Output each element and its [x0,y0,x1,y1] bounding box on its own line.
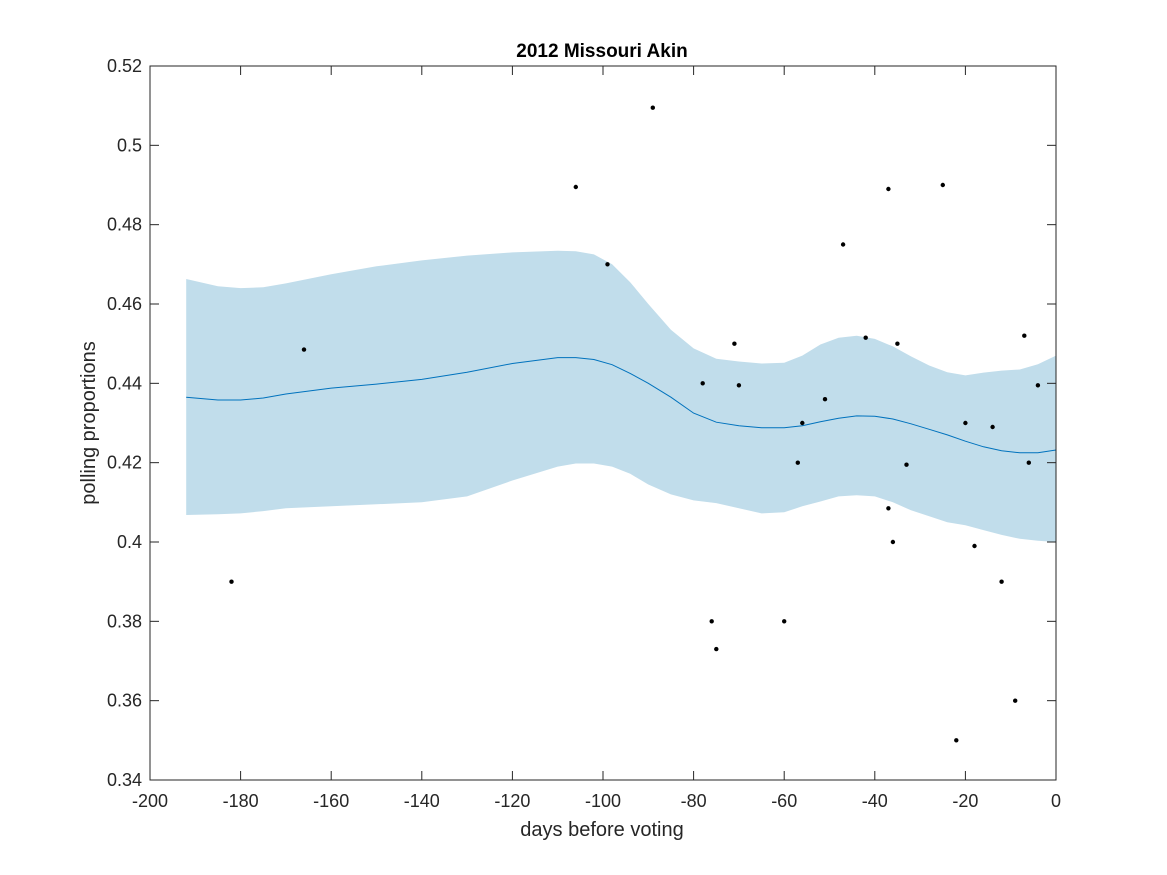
y-axis-ticks: 0.34 0.36 0.38 0.4 0.42 0.44 0.46 0.48 0.5 0.52 [107,56,1056,790]
y-tick-label: 0.42 [107,453,142,473]
data-point [840,242,846,247]
data-point [999,579,1004,584]
y-tick-label: 0.5 [117,135,142,155]
data-point [1026,460,1032,465]
trend-line [186,357,1057,454]
data-point [301,347,307,352]
x-axis-label: days before voting [520,819,683,841]
data-point [954,738,959,743]
data-point [895,341,900,346]
x-tick-label: -20 [952,791,978,811]
confidence-band-layer [186,250,1056,543]
data-point [605,262,610,267]
data-point [822,397,828,402]
data-point [732,341,737,346]
data-point [886,506,891,511]
data-points-layer [229,105,1041,743]
data-point [940,182,945,188]
y-tick-label: 0.4 [117,532,142,552]
data-point [714,646,719,652]
x-tick-label: -180 [223,791,259,811]
data-point [782,619,787,624]
x-tick-label: -120 [494,791,530,811]
data-point [700,381,705,386]
data-point [886,186,891,192]
data-point [1013,698,1018,703]
data-point [709,619,714,624]
data-point [890,539,896,545]
data-point [800,420,805,426]
chart-title: 2012 Missouri Akin [516,41,687,62]
data-point [904,462,909,467]
x-tick-label: 0 [1051,791,1061,811]
x-tick-label: -200 [132,791,168,811]
x-tick-label: -100 [585,791,621,811]
y-tick-label: 0.38 [107,611,142,631]
y-axis-label: polling proportions [78,341,100,504]
trend-line-layer [186,357,1057,454]
y-tick-label: 0.34 [107,770,142,790]
x-tick-label: -140 [404,791,440,811]
y-tick-label: 0.48 [107,215,142,235]
x-tick-label: -60 [771,791,797,811]
data-point [990,424,995,430]
data-point [229,579,234,584]
data-point [963,420,968,426]
y-tick-label: 0.52 [107,56,142,76]
data-point [972,543,977,549]
data-point [650,105,655,110]
x-tick-label: -160 [313,791,349,811]
x-tick-label: -40 [862,791,888,811]
data-point [736,383,742,388]
data-point [1035,383,1041,388]
data-point [1022,333,1027,338]
confidence-band [186,250,1056,543]
y-tick-label: 0.36 [107,691,142,711]
y-tick-label: 0.46 [107,294,142,314]
x-axis-ticks: -200 -180 -160 -140 -120 -100 -80 -60 -40 -20 0 [132,66,1061,811]
data-point [863,335,868,340]
data-point [795,460,800,465]
x-tick-label: -80 [681,791,707,811]
y-tick-label: 0.44 [107,373,142,393]
data-point [573,184,578,190]
